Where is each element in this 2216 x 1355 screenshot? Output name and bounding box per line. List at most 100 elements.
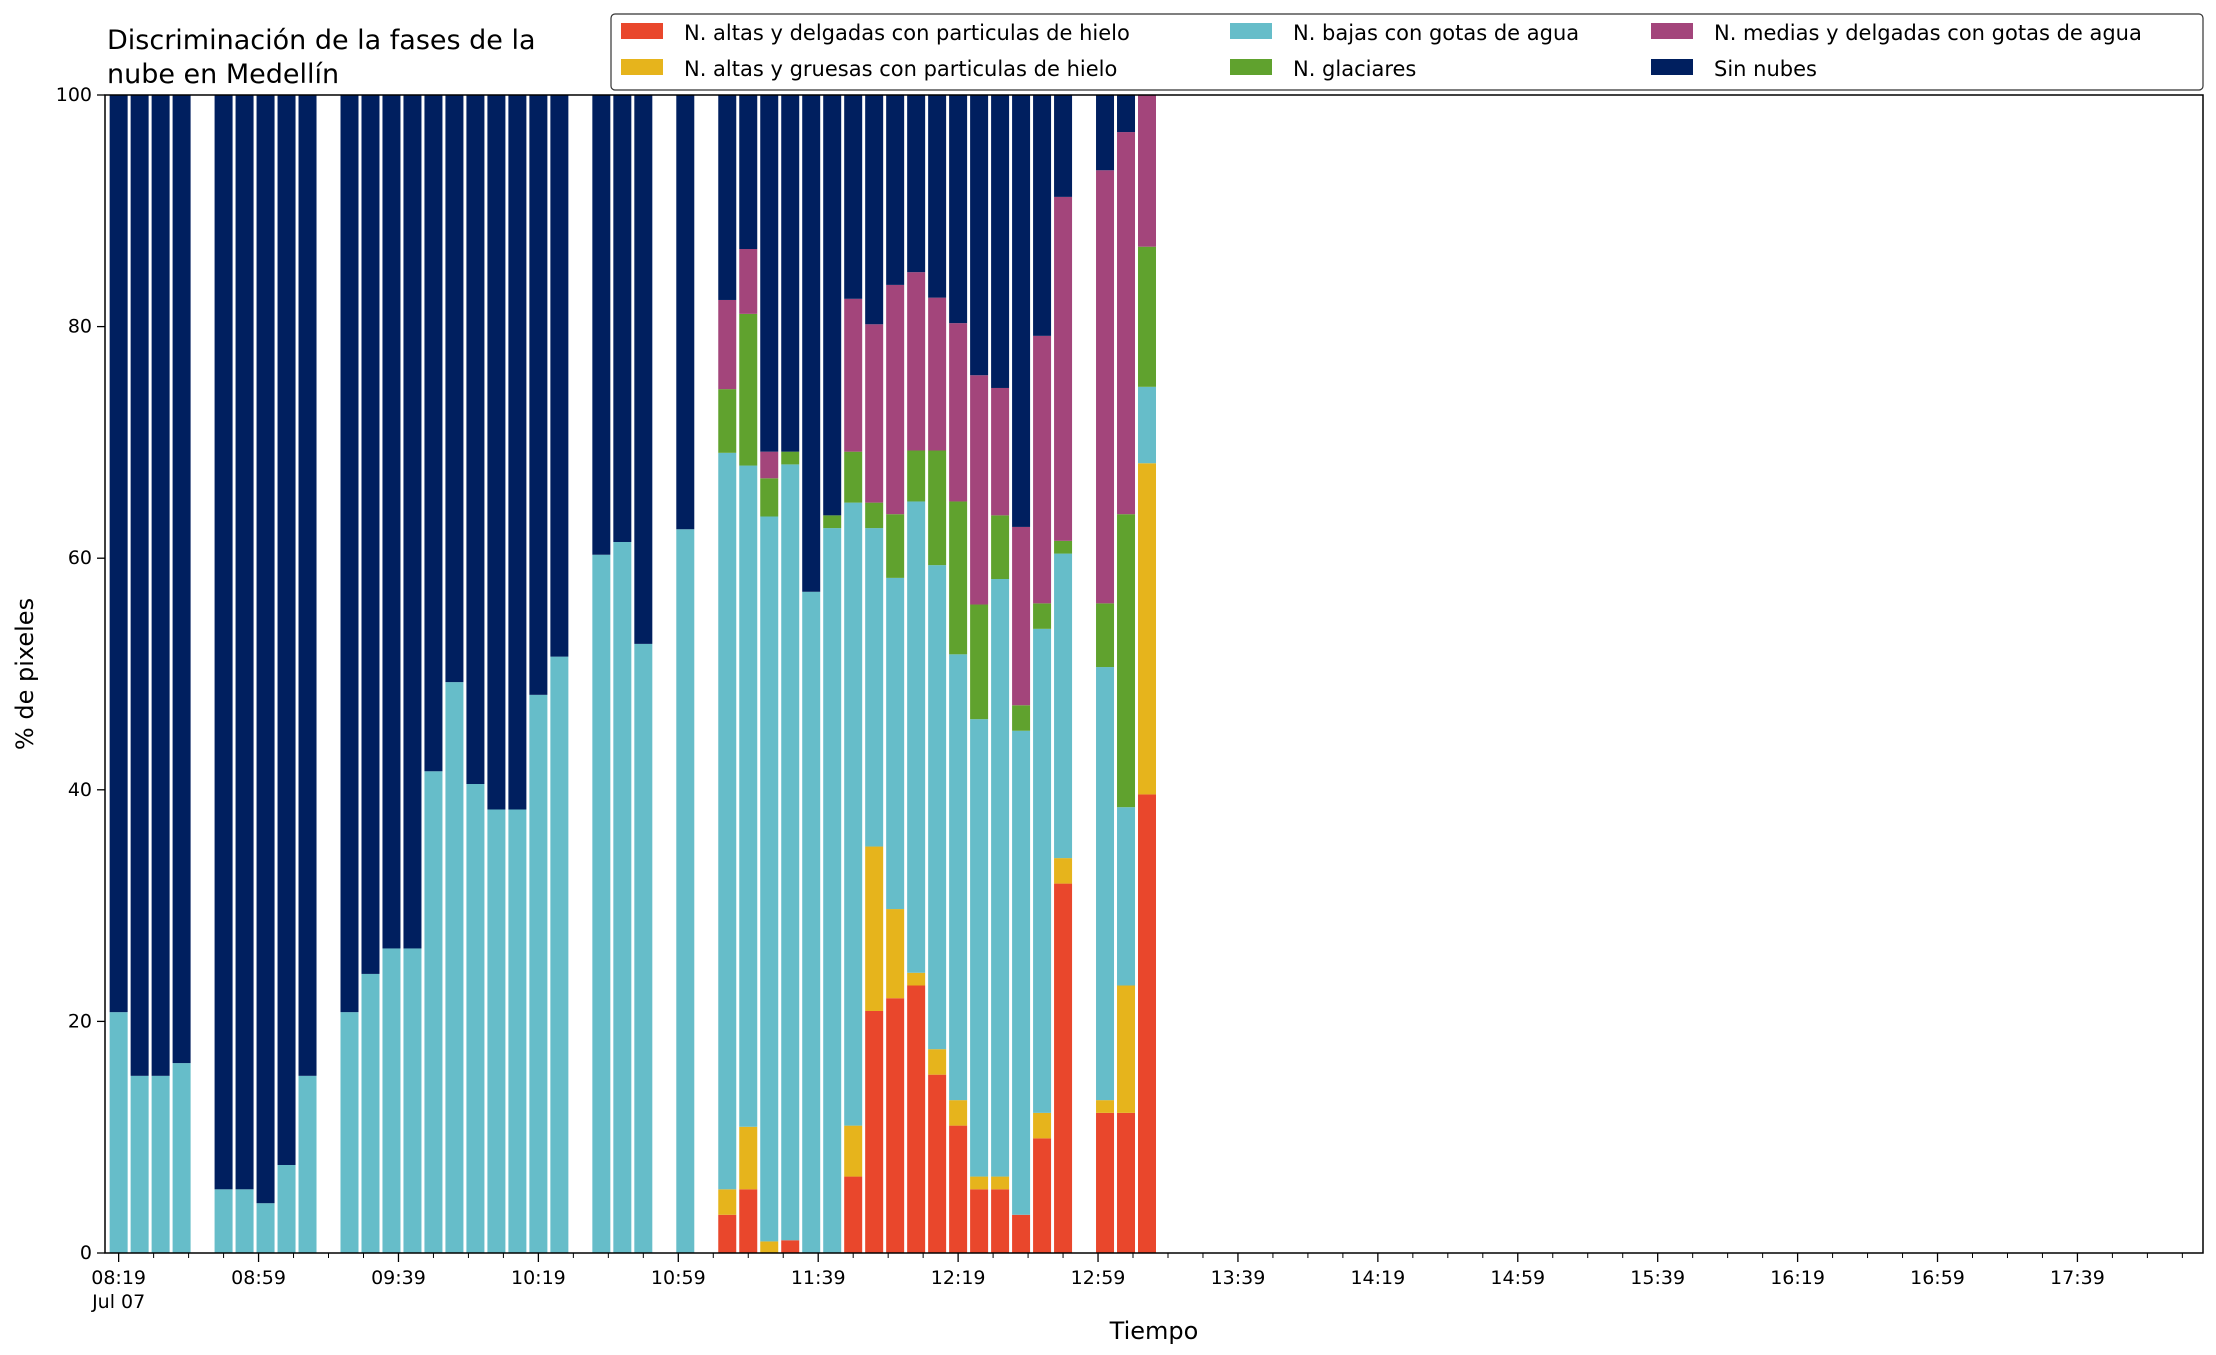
bar-segment bbox=[865, 502, 884, 529]
bars-layer bbox=[109, 95, 1156, 1253]
bar-segment bbox=[529, 95, 548, 695]
bar-segment bbox=[718, 95, 737, 300]
y-tick-label: 40 bbox=[68, 779, 92, 801]
bar-segment bbox=[928, 297, 947, 451]
bar-segment bbox=[844, 298, 863, 452]
bar-segment bbox=[928, 95, 947, 298]
bar-segment bbox=[781, 95, 800, 452]
legend-swatch bbox=[621, 59, 663, 75]
bar-segment bbox=[1096, 170, 1115, 604]
bar-segment bbox=[613, 95, 632, 542]
bar-segment bbox=[991, 1189, 1010, 1253]
x-tick-label: 16:59 bbox=[1910, 1267, 1965, 1289]
bar-segment bbox=[676, 529, 695, 1253]
bar-segment bbox=[886, 514, 905, 578]
bar-segment bbox=[1138, 463, 1156, 795]
bar-segment bbox=[130, 1075, 149, 1253]
bar-segment bbox=[802, 95, 821, 592]
bar-segment bbox=[718, 299, 737, 390]
bar-segment bbox=[1117, 95, 1136, 133]
bar-segment bbox=[403, 95, 422, 949]
bar-segment bbox=[1012, 526, 1031, 706]
bar-segment bbox=[592, 95, 611, 555]
bar-segment bbox=[634, 95, 653, 644]
bar-segment bbox=[865, 528, 884, 847]
bar-segment bbox=[676, 95, 695, 530]
bar-segment bbox=[487, 809, 506, 1253]
bar-segment bbox=[991, 1176, 1010, 1190]
chart-title-line-1: Discriminación de la fases de la bbox=[107, 25, 536, 56]
y-tick-label: 100 bbox=[56, 84, 92, 106]
bar-segment bbox=[781, 464, 800, 1241]
bar-segment bbox=[340, 95, 359, 1013]
bar-segment bbox=[172, 95, 191, 1064]
bar-segment bbox=[949, 95, 968, 324]
bar-segment bbox=[529, 694, 548, 1253]
bar-segment bbox=[1054, 883, 1073, 1253]
bar-segment bbox=[865, 846, 884, 1011]
x-tick-label: 08:59 bbox=[231, 1267, 286, 1289]
bar-segment bbox=[907, 985, 926, 1253]
bar-segment bbox=[739, 313, 758, 466]
bar-segment bbox=[928, 565, 947, 1050]
bar-segment bbox=[1096, 667, 1115, 1101]
bar-segment bbox=[1012, 730, 1031, 1215]
legend-label: N. altas y gruesas con particulas de hie… bbox=[684, 57, 1117, 81]
x-tick-sublabel: Jul 07 bbox=[91, 1291, 145, 1313]
bar-segment bbox=[907, 972, 926, 986]
bar-segment bbox=[1012, 1214, 1031, 1253]
bar-segment bbox=[130, 95, 149, 1076]
bar-segment bbox=[970, 719, 989, 1177]
bar-segment bbox=[739, 465, 758, 1127]
x-tick-label: 12:19 bbox=[931, 1267, 986, 1289]
x-tick-label: 17:39 bbox=[2050, 1267, 2105, 1289]
x-tick-label: 16:19 bbox=[1770, 1267, 1825, 1289]
bar-segment bbox=[844, 1125, 863, 1177]
bar-segment bbox=[634, 643, 653, 1253]
bar-segment bbox=[760, 478, 779, 517]
bar-segment bbox=[886, 577, 905, 910]
bar-segment bbox=[1096, 1112, 1115, 1253]
bar-segment bbox=[949, 1125, 968, 1253]
bar-segment bbox=[151, 95, 170, 1076]
bar-segment bbox=[235, 1189, 254, 1253]
bar-segment bbox=[298, 1075, 317, 1253]
bar-segment bbox=[991, 387, 1010, 516]
bar-segment bbox=[949, 323, 968, 502]
bar-segment bbox=[760, 516, 779, 1242]
bar-segment bbox=[1033, 1138, 1052, 1253]
bar-segment bbox=[424, 771, 443, 1253]
chart-title-line-2: nube en Medellín bbox=[107, 59, 339, 90]
bar-segment bbox=[340, 1012, 359, 1253]
bar-segment bbox=[760, 451, 779, 479]
bar-segment bbox=[991, 515, 1010, 580]
bar-segment bbox=[508, 95, 527, 810]
plot-frame bbox=[104, 94, 2204, 1254]
bar-segment bbox=[1054, 553, 1073, 859]
x-tick-label: 09:39 bbox=[371, 1267, 426, 1289]
bar-segment bbox=[1096, 603, 1115, 668]
x-tick-label: 13:39 bbox=[1211, 1267, 1266, 1289]
bar-segment bbox=[1033, 335, 1052, 604]
bar-segment bbox=[256, 95, 275, 1204]
bar-segment bbox=[1033, 603, 1052, 629]
bar-segment bbox=[1138, 95, 1156, 247]
x-tick-label: 15:39 bbox=[1630, 1267, 1685, 1289]
bar-segment bbox=[298, 95, 317, 1076]
bar-segment bbox=[1012, 705, 1031, 731]
bar-segment bbox=[907, 501, 926, 973]
bar-segment bbox=[445, 95, 464, 683]
bar-segment bbox=[1054, 858, 1073, 884]
legend-swatch bbox=[1651, 59, 1693, 75]
bar-segment bbox=[949, 1100, 968, 1126]
bar-segment bbox=[235, 95, 254, 1190]
bar-segment bbox=[781, 451, 800, 465]
bar-segment bbox=[109, 95, 128, 1013]
bar-segment bbox=[256, 1203, 275, 1253]
bar-segment bbox=[1117, 514, 1136, 808]
legend-swatch bbox=[1230, 59, 1272, 75]
bar-segment bbox=[1054, 95, 1073, 197]
bar-segment bbox=[991, 579, 1010, 1177]
